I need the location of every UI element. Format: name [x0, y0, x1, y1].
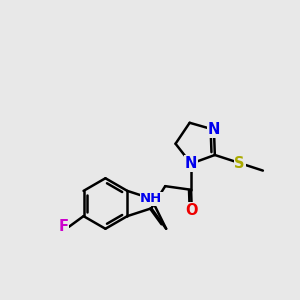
Text: O: O	[186, 203, 198, 218]
Text: N: N	[185, 156, 197, 171]
Text: NH: NH	[140, 192, 162, 205]
Text: F: F	[58, 219, 68, 234]
Text: S: S	[235, 156, 245, 171]
Text: N: N	[208, 122, 220, 137]
